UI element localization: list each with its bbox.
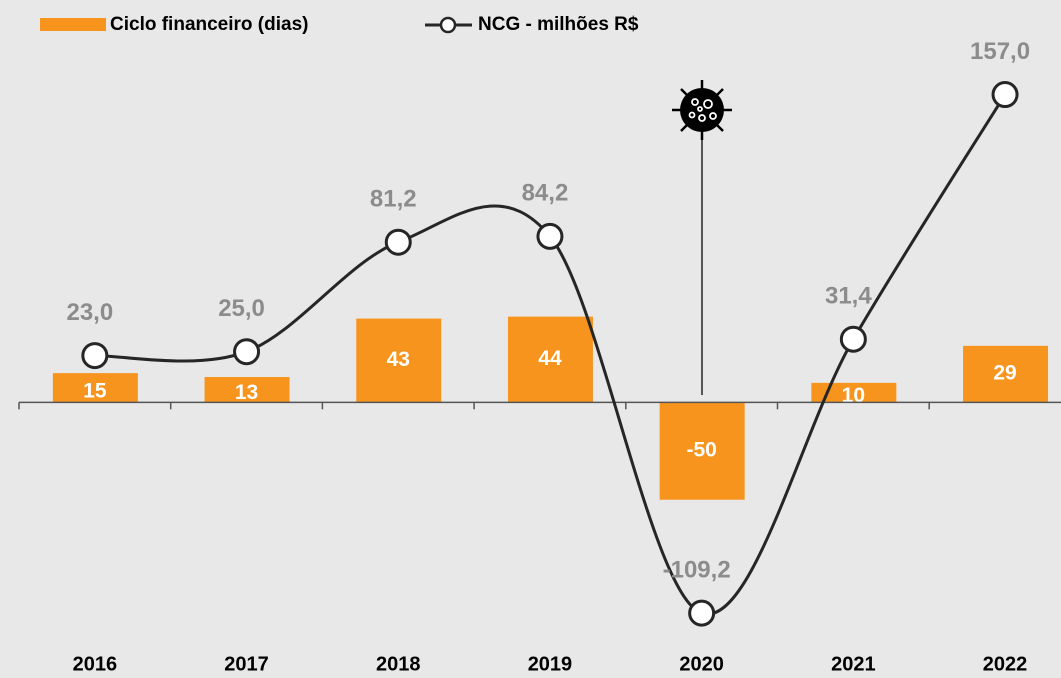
legend-label: Ciclo financeiro (dias) xyxy=(110,14,308,35)
virus-icon xyxy=(672,80,732,140)
bar-value-label: 10 xyxy=(842,384,865,407)
bar-value-label: 15 xyxy=(83,379,107,402)
bar xyxy=(507,316,593,403)
bar-value-label: 29 xyxy=(993,362,1016,385)
bar xyxy=(52,373,138,403)
x-tick-label: 2020 xyxy=(679,653,724,675)
line-value-label: 84,2 xyxy=(522,180,569,207)
bar xyxy=(204,377,290,403)
x-tick-label: 2016 xyxy=(73,653,118,675)
x-tick-label: 2017 xyxy=(224,653,269,675)
bar xyxy=(659,402,745,500)
x-tick-label: 2022 xyxy=(983,653,1028,675)
line-value-label: 81,2 xyxy=(370,186,417,213)
line-marker xyxy=(233,338,261,366)
bar-value-label: 13 xyxy=(235,381,258,404)
line-marker xyxy=(81,342,109,370)
x-tick-label: 2019 xyxy=(528,653,573,675)
line-value-label: 23,0 xyxy=(66,299,113,326)
x-tick-label: 2018 xyxy=(376,653,421,675)
x-tick-label: 2021 xyxy=(831,653,876,675)
line-marker xyxy=(688,599,716,627)
legend-swatch xyxy=(40,18,106,31)
bar-value-label: 43 xyxy=(387,348,410,371)
line-marker xyxy=(839,325,867,353)
line-value-label: 31,4 xyxy=(825,283,872,310)
bar-value-label: 44 xyxy=(538,347,562,370)
line-value-label: 25,0 xyxy=(218,295,265,322)
line-marker xyxy=(536,222,564,250)
legend-label: NCG - milhões R$ xyxy=(478,14,639,35)
line-marker xyxy=(991,81,1019,109)
bar xyxy=(356,318,442,403)
line-value-label: -109,2 xyxy=(663,556,731,583)
bar-value-label: -50 xyxy=(686,439,716,462)
line-value-label: 157,0 xyxy=(970,38,1030,65)
line-marker xyxy=(384,228,412,256)
legend-marker xyxy=(439,16,457,34)
bar xyxy=(963,345,1049,403)
bar xyxy=(811,382,897,403)
